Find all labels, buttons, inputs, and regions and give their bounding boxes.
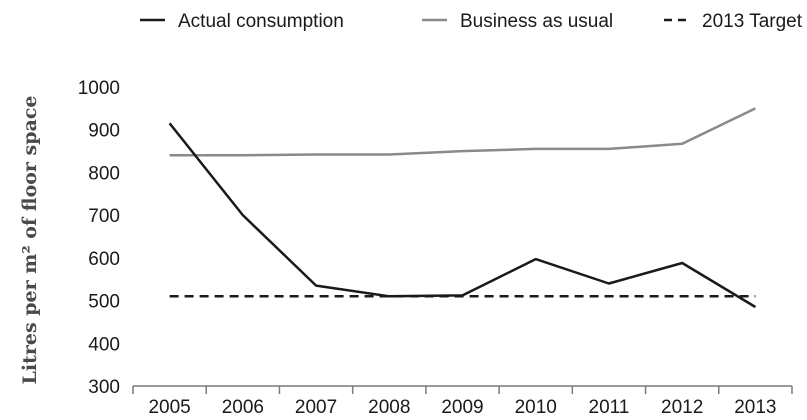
axes: 300 400 500 600 700 800 900 1000 2005 2006 2007 200…: [78, 78, 793, 418]
y-tick-label: 600: [88, 249, 120, 270]
x-tick-label: 2010: [515, 397, 557, 418]
legend-label: 2013 Target: [702, 11, 803, 32]
x-tick-label: 2005: [148, 397, 190, 418]
y-tick-label: 400: [88, 334, 120, 355]
legend: Actual consumption Business as usual 2013 …: [140, 11, 803, 32]
y-axis-label: Litres per m² of floor space: [19, 96, 41, 385]
y-tick-label: 500: [88, 292, 120, 313]
y-tick-label: 900: [88, 121, 120, 142]
x-tick-label: 2012: [661, 397, 703, 418]
series-layer: [168, 107, 757, 309]
x-tick-label: 2006: [222, 397, 264, 418]
x-tick-label: 2008: [368, 397, 410, 418]
y-tick-label: 700: [88, 206, 120, 227]
x-tick-label: 2007: [295, 397, 337, 418]
series-line-business-as-usual: [169, 107, 756, 157]
series-line-actual-consumption: [168, 122, 757, 309]
legend-label: Business as usual: [460, 11, 613, 32]
y-tick-label: 1000: [78, 78, 120, 99]
y-tick-label: 300: [88, 377, 120, 398]
x-tick-label: 2013: [734, 397, 776, 418]
x-tick-label: 2011: [589, 397, 630, 418]
y-tick-label: 800: [88, 163, 120, 184]
legend-label: Actual consumption: [178, 11, 344, 32]
x-tick-label: 2009: [441, 397, 483, 418]
